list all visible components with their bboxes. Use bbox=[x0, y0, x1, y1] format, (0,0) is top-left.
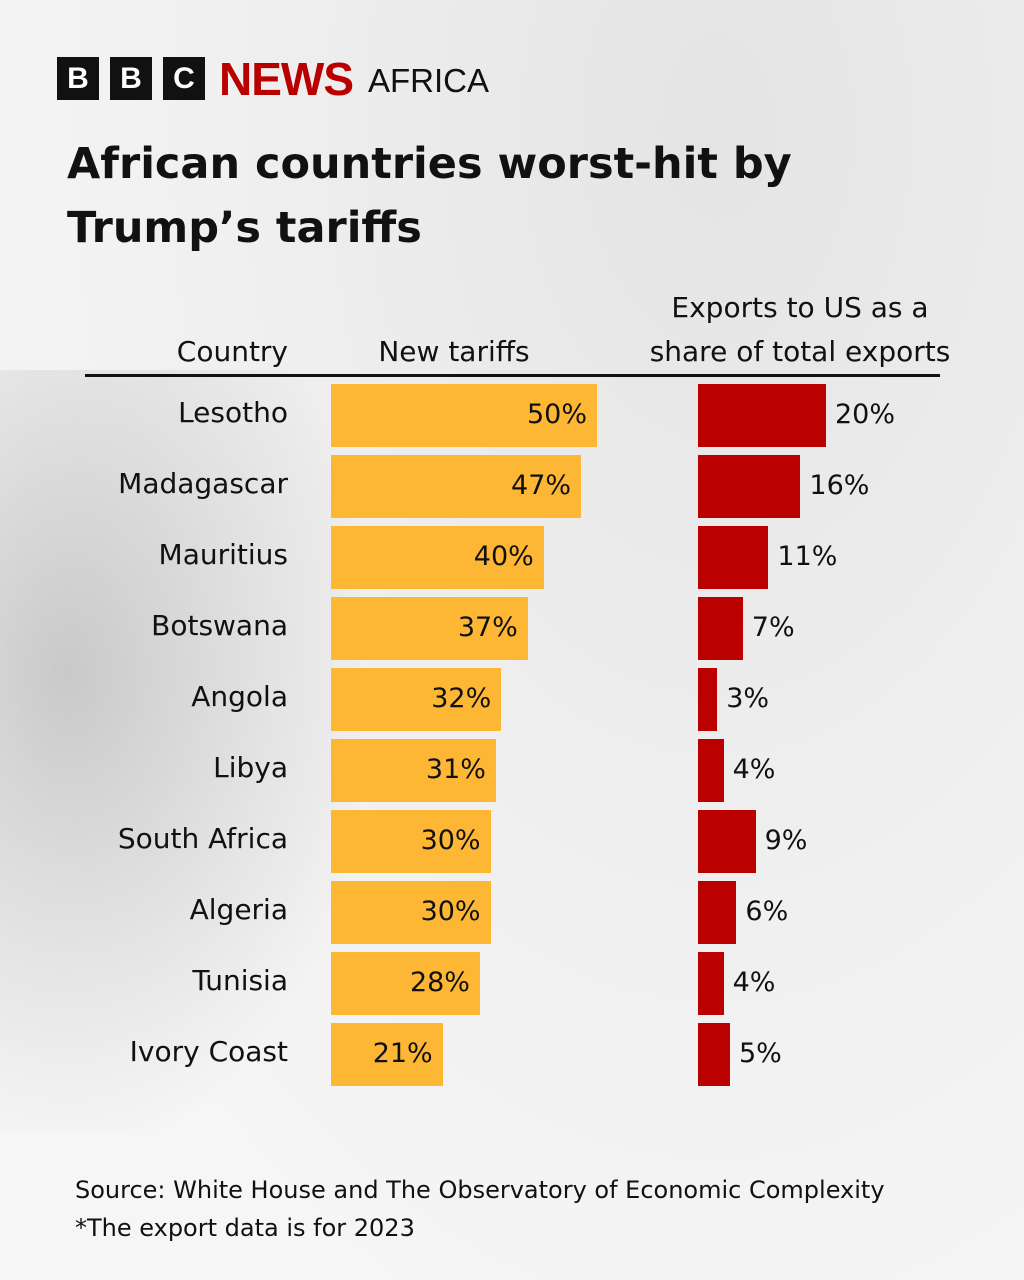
header-tariffs: New tariffs bbox=[378, 335, 530, 368]
background-photo bbox=[0, 370, 360, 1130]
bbc-logo-box: B bbox=[57, 57, 99, 100]
tariff-value-label: 32% bbox=[431, 683, 492, 714]
chart-title: African countries worst-hit by Trump’s t… bbox=[67, 139, 792, 253]
tariff-value-label: 30% bbox=[420, 825, 481, 856]
export-share-value-label: 4% bbox=[732, 967, 776, 998]
news-logo-text: NEWS bbox=[219, 53, 354, 105]
header-exports-line2: share of total exports bbox=[649, 335, 951, 368]
tariff-bar bbox=[331, 597, 528, 660]
export-share-bar bbox=[698, 597, 743, 660]
export-share-value-label: 7% bbox=[751, 612, 795, 643]
export-share-bar bbox=[698, 668, 718, 731]
tariff-bar bbox=[331, 1023, 443, 1086]
bbc-logo-box: B bbox=[110, 57, 152, 100]
tariff-bar bbox=[331, 810, 491, 873]
bbc-logo-box: C bbox=[163, 57, 205, 100]
country-label: Madagascar bbox=[118, 467, 288, 500]
tariff-value-label: 28% bbox=[409, 967, 470, 998]
export-share-value-label: 6% bbox=[745, 896, 789, 927]
country-label: Libya bbox=[213, 751, 288, 784]
export-share-bar bbox=[698, 455, 801, 518]
source-note: Source: White House and The Observatory … bbox=[75, 1176, 885, 1204]
export-share-value-label: 5% bbox=[739, 1038, 782, 1069]
tariff-bar bbox=[331, 739, 496, 802]
region-label: AFRICA bbox=[368, 62, 490, 99]
tariff-bar bbox=[331, 384, 597, 447]
tariff-bar bbox=[331, 668, 502, 731]
export-share-bar bbox=[698, 739, 724, 802]
export-share-bar bbox=[698, 384, 826, 447]
tariff-value-label: 50% bbox=[526, 399, 587, 430]
export-share-bar bbox=[698, 810, 756, 873]
export-share-bar bbox=[698, 952, 724, 1015]
export-share-bar bbox=[698, 881, 737, 944]
export-share-value-label: 20% bbox=[835, 399, 896, 430]
country-label: Ivory Coast bbox=[129, 1035, 288, 1068]
export-share-value-label: 3% bbox=[726, 683, 770, 714]
tariff-bar bbox=[331, 952, 480, 1015]
tariff-value-label: 47% bbox=[511, 470, 572, 501]
country-label: Algeria bbox=[189, 893, 288, 926]
export-share-value-label: 9% bbox=[764, 825, 808, 856]
country-label: Lesotho bbox=[178, 396, 288, 429]
header-country: Country bbox=[176, 335, 288, 368]
country-label: Tunisia bbox=[192, 964, 288, 997]
tariff-value-label: 30% bbox=[420, 896, 481, 927]
export-share-bar bbox=[698, 526, 769, 589]
tariff-bar bbox=[331, 881, 491, 944]
tariff-value-label: 40% bbox=[473, 541, 534, 572]
tariff-value-label: 31% bbox=[425, 754, 486, 785]
tariff-value-label: 37% bbox=[457, 612, 518, 643]
country-label: Mauritius bbox=[158, 538, 288, 571]
export-share-bar bbox=[698, 1023, 730, 1086]
tariff-value-label: 21% bbox=[372, 1038, 433, 1069]
tariff-bar bbox=[331, 455, 582, 518]
export-share-value-label: 11% bbox=[777, 541, 838, 572]
export-share-value-label: 16% bbox=[809, 470, 870, 501]
country-label: South Africa bbox=[117, 822, 288, 855]
header-exports-line1: Exports to US as a bbox=[671, 291, 929, 324]
footnote: *The export data is for 2023 bbox=[75, 1214, 415, 1242]
header-rule bbox=[85, 374, 940, 377]
tariff-bar bbox=[331, 526, 544, 589]
country-label: Botswana bbox=[151, 609, 288, 642]
country-label: Angola bbox=[191, 680, 288, 713]
export-share-value-label: 4% bbox=[732, 754, 776, 785]
